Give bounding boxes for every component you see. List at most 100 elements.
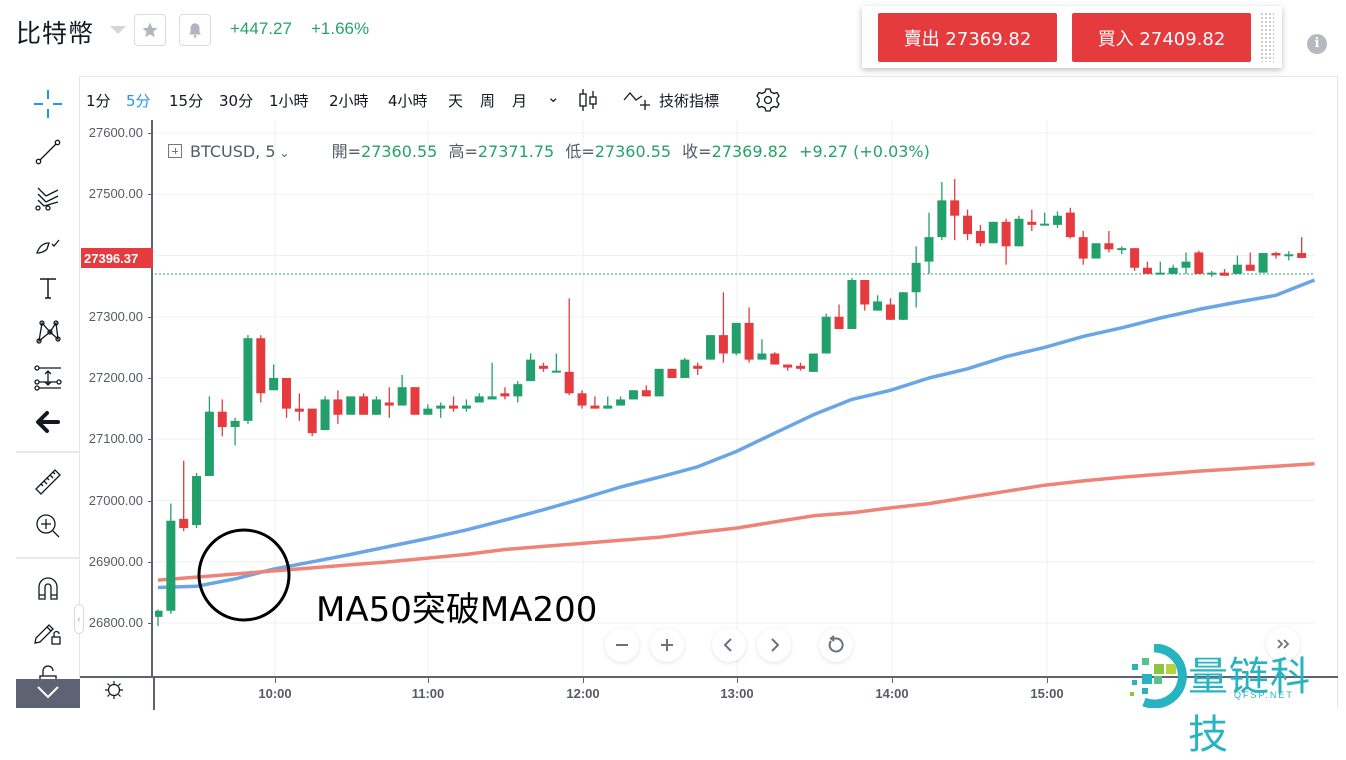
price-tick — [148, 561, 153, 563]
magnet-icon — [38, 577, 58, 600]
brush-tool[interactable] — [32, 228, 64, 260]
timeframe-1h[interactable]: 1小時 — [269, 92, 309, 110]
time-label: 12:00 — [566, 686, 600, 701]
ma-crossover-annotation: MA50突破MA200 — [316, 590, 598, 630]
indicators-button[interactable] — [623, 88, 653, 116]
pattern-tool[interactable] — [32, 316, 64, 348]
pattern-icon — [36, 320, 61, 344]
sell-button[interactable]: 賣出 27369.82 — [878, 13, 1057, 62]
bar-change-value: +9.27 (+0.03%) — [799, 142, 930, 161]
timeframe-day[interactable]: 天 — [448, 92, 464, 110]
minus-icon — [616, 644, 628, 646]
price-chart[interactable] — [155, 120, 1328, 676]
axis-settings-button[interactable] — [104, 680, 124, 705]
price-change-pct: +1.66% — [311, 19, 370, 38]
indicator-plus-icon — [623, 92, 650, 110]
time-label: 11:00 — [411, 686, 445, 701]
brush-icon — [36, 239, 60, 254]
zoom-in-tool[interactable] — [32, 510, 64, 542]
scroll-right-button[interactable] — [757, 628, 791, 662]
price-label: 27300.00 — [88, 308, 143, 324]
current-price-badge: 27396.37 — [81, 248, 153, 268]
time-label: 15:00 — [1030, 686, 1064, 701]
top-header: 比特幣 +447.27 +1.66% i 賣出 27369.82 買入 2740… — [0, 0, 1346, 70]
zoom-in-button[interactable] — [650, 628, 684, 662]
chevron-down-icon[interactable]: ⌄ — [275, 146, 290, 160]
chart-type-button[interactable] — [577, 88, 599, 116]
ruler-tool[interactable] — [32, 466, 64, 498]
settings-button[interactable] — [755, 87, 781, 117]
scroll-left-button[interactable] — [712, 628, 746, 662]
measure-range-tool[interactable] — [32, 362, 64, 394]
crosshair-tool[interactable] — [32, 88, 64, 120]
drawing-toolbar — [16, 76, 80, 708]
indicators-label[interactable]: 技術指標 — [659, 92, 720, 110]
price-tick — [148, 439, 153, 441]
price-tick — [148, 500, 153, 502]
timeframe-month[interactable]: 月 — [512, 92, 528, 110]
sun-settings-icon — [105, 681, 123, 699]
time-label: 10:00 — [258, 686, 292, 701]
scroll-to-realtime-button[interactable] — [1266, 627, 1300, 661]
price-label: 26900.00 — [88, 553, 143, 569]
trendline-tool[interactable] — [32, 136, 64, 168]
reset-chart-button[interactable] — [819, 628, 853, 662]
price-label: 27600.00 — [88, 125, 143, 140]
price-axis[interactable]: 27600.00 27500.00 27300.00 27200.00 27100.00… — [80, 120, 153, 676]
time-label: 14:00 — [875, 686, 909, 701]
reset-icon — [828, 635, 844, 653]
chevron-down-icon[interactable] — [110, 26, 126, 34]
watermark-text: 量链科技 — [1188, 654, 1311, 758]
open-value: 27360.55 — [361, 142, 438, 161]
time-tick — [737, 678, 738, 683]
fib-tool[interactable] — [32, 182, 64, 214]
time-label: 13:00 — [720, 686, 754, 701]
price-change-abs: +447.27 — [230, 19, 292, 38]
legend-symbol[interactable]: BTCUSD, 5 — [190, 142, 276, 161]
more-timeframes-dropdown[interactable]: ⌄ — [547, 88, 560, 106]
chevron-right-icon — [771, 638, 780, 652]
chevron-down-icon — [37, 686, 59, 699]
back-tool[interactable] — [32, 406, 64, 438]
timeframe-15m[interactable]: 15分 — [169, 92, 204, 110]
symbol-title[interactable]: 比特幣 — [16, 19, 95, 48]
timeframe-5m[interactable]: 5分 — [126, 92, 151, 110]
chevron-left-icon — [723, 638, 732, 652]
info-icon[interactable]: i — [1307, 34, 1327, 54]
bell-icon — [189, 23, 201, 38]
timeframe-30m[interactable]: 30分 — [219, 92, 254, 110]
trendline-icon — [35, 139, 61, 165]
star-icon — [142, 22, 158, 38]
alert-button[interactable] — [179, 14, 211, 46]
time-tick — [428, 678, 429, 683]
low-value: 27360.55 — [594, 142, 672, 161]
text-icon — [40, 278, 56, 299]
close-value: 27369.82 — [711, 142, 788, 161]
divider — [16, 451, 80, 453]
zoom-in-icon — [36, 514, 60, 538]
more-tools-button[interactable] — [16, 679, 80, 708]
collapse-toolbar-button[interactable]: ‹ — [74, 604, 84, 634]
timeframe-week[interactable]: 周 — [480, 92, 496, 110]
favorite-button[interactable] — [134, 14, 166, 46]
text-tool[interactable] — [32, 272, 64, 304]
zoom-out-button[interactable] — [605, 628, 639, 662]
drag-handle-icon[interactable] — [1260, 12, 1274, 62]
timeframe-4h[interactable]: 4小時 — [388, 92, 428, 110]
time-tick — [1047, 678, 1048, 683]
pencil-lock-icon — [34, 624, 61, 645]
watermark-subtext: QFSP.NET — [1234, 690, 1294, 700]
price-tick — [148, 623, 153, 624]
timeframe-2h[interactable]: 2小時 — [329, 92, 369, 110]
timeframe-1m[interactable]: 1分 — [86, 92, 111, 110]
open-label: 開= — [331, 142, 362, 161]
price-tick — [148, 316, 153, 318]
buy-button[interactable]: 買入 27409.82 — [1072, 13, 1251, 62]
divider — [16, 557, 80, 559]
lock-drawings-tool[interactable] — [32, 616, 64, 648]
time-axis[interactable]: 10:00 11:00 12:00 13:00 14:00 15:00 — [80, 676, 1338, 710]
time-tick — [892, 678, 893, 683]
price-range-icon — [34, 365, 62, 391]
magnet-tool[interactable] — [32, 572, 64, 604]
legend-toggle-icon[interactable] — [168, 144, 182, 158]
